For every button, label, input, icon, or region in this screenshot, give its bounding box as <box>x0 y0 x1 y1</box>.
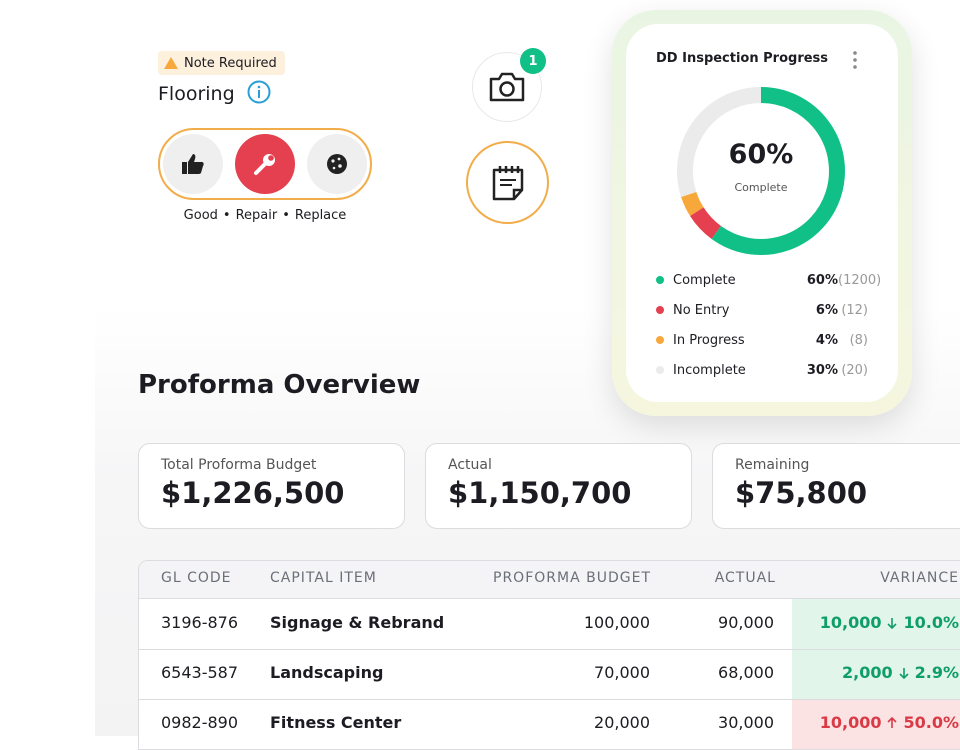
column-header: GL CODE <box>161 570 232 586</box>
summary-value: $1,150,700 <box>448 476 632 510</box>
column-header: PROFORMA BUDGET <box>493 570 651 586</box>
gl-code: 3196-876 <box>161 613 239 632</box>
legend-count: (8) <box>849 332 868 348</box>
option-good[interactable] <box>163 134 223 194</box>
variance-percent: 2.9% <box>914 663 959 682</box>
legend-count: (1200) <box>838 272 882 288</box>
table-header-bg <box>139 561 960 599</box>
progress-card <box>626 24 898 402</box>
option-label: Repair <box>235 208 278 223</box>
donut-chart: 60% Complete <box>677 87 845 255</box>
summary-label: Actual <box>448 457 492 473</box>
actual: 68,000 <box>718 663 774 682</box>
trend-arrow <box>899 667 909 679</box>
summary-card: Total Proforma Budget $1,226,500 <box>138 443 405 529</box>
donut-center-caption: Complete <box>734 181 787 194</box>
capital-table: GL CODE CAPITAL ITEM PROFORMA BUDGET ACTUAL… <box>138 560 960 750</box>
legend-row: No Entry 6% (12) <box>656 300 868 320</box>
variance-percent: 50.0% <box>903 713 959 732</box>
legend-name: Complete <box>673 272 736 288</box>
card-title: DD Inspection Progress <box>656 51 829 66</box>
capital-item: Signage & Rebrand <box>270 613 445 632</box>
item-name: Flooring <box>158 80 271 105</box>
trend-arrow <box>887 716 898 728</box>
variance: 10,000 50.0% <box>820 713 959 732</box>
card-menu[interactable] <box>850 50 860 70</box>
info-icon[interactable] <box>247 80 271 104</box>
variance: 2,000 2.9% <box>842 663 959 682</box>
variance-percent: 10.0% <box>903 613 959 632</box>
separator: • <box>282 208 290 223</box>
column-header: CAPITAL ITEM <box>270 570 377 586</box>
budget: 70,000 <box>594 663 650 682</box>
donut-segment <box>711 87 845 255</box>
donut-segment <box>677 87 762 197</box>
variance-bg <box>792 650 960 699</box>
capital-item: Fitness Center <box>270 713 402 732</box>
separator: • <box>222 208 231 223</box>
legend-row: In Progress 4% (8) <box>656 330 868 350</box>
budget: 100,000 <box>583 613 650 632</box>
legend-name: No Entry <box>673 302 730 318</box>
option-replace[interactable] <box>307 134 367 194</box>
item-name-text: Flooring <box>158 83 235 105</box>
summary-value: $1,226,500 <box>161 476 345 510</box>
legend-percent: 4% <box>815 332 838 348</box>
donut-segment <box>681 191 704 217</box>
column-header: ACTUAL <box>714 570 776 586</box>
legend-dot <box>656 306 664 314</box>
row-divider <box>139 649 960 650</box>
donut-center-value: 60% <box>729 139 794 170</box>
legend-percent: 6% <box>815 302 838 318</box>
trend-arrow <box>887 617 898 629</box>
legend-dot <box>656 366 664 374</box>
section-title: Proforma Overview <box>138 370 421 400</box>
summary-card: Actual $1,150,700 <box>425 443 692 529</box>
gl-code: 0982-890 <box>161 713 239 732</box>
note-badge: Note Required <box>158 51 285 75</box>
legend-name: Incomplete <box>673 362 746 378</box>
legend-dot <box>656 336 664 344</box>
legend-percent: 30% <box>806 362 838 378</box>
option-label: Good <box>183 208 218 223</box>
option-label: Replace <box>294 208 347 223</box>
capital-item: Landscaping <box>270 663 384 682</box>
legend-name: In Progress <box>673 332 745 348</box>
column-header: VARIANCE <box>880 570 959 586</box>
variance-bg <box>792 599 960 649</box>
warning-icon <box>164 57 178 69</box>
badge-text: Note Required <box>184 55 277 71</box>
variance: 10,000 10.0% <box>820 613 959 632</box>
variance-amount: 10,000 <box>819 613 882 632</box>
legend-count: (20) <box>841 362 868 378</box>
option-repair[interactable] <box>235 134 295 194</box>
notes-button[interactable] <box>466 141 549 224</box>
legend-count: (12) <box>841 302 868 318</box>
summary-label: Remaining <box>735 457 810 473</box>
legend-percent: 60% <box>806 272 838 288</box>
summary-card: Remaining $75,800 <box>712 443 960 529</box>
trend-arrow-shape <box>899 667 909 679</box>
trend-arrow-shape <box>887 716 898 728</box>
actual: 30,000 <box>718 713 774 732</box>
legend-row: Complete 60% (1200) <box>656 270 882 290</box>
actual: 90,000 <box>718 613 774 632</box>
gl-code: 6543-587 <box>161 663 239 682</box>
donut-segment <box>690 207 722 239</box>
trend-arrow-shape <box>887 617 898 629</box>
summary-value: $75,800 <box>735 476 868 510</box>
row-divider <box>139 699 960 700</box>
variance-amount: 10,000 <box>819 713 882 732</box>
option-caption: Good • Repair • Replace <box>158 208 372 223</box>
legend-dot <box>656 276 664 284</box>
photo-count-badge: 1 <box>520 48 546 74</box>
budget: 20,000 <box>594 713 650 732</box>
variance-amount: 2,000 <box>842 663 893 682</box>
legend-row: Incomplete 30% (20) <box>656 360 868 380</box>
summary-label: Total Proforma Budget <box>161 457 317 473</box>
option-group <box>158 128 372 200</box>
